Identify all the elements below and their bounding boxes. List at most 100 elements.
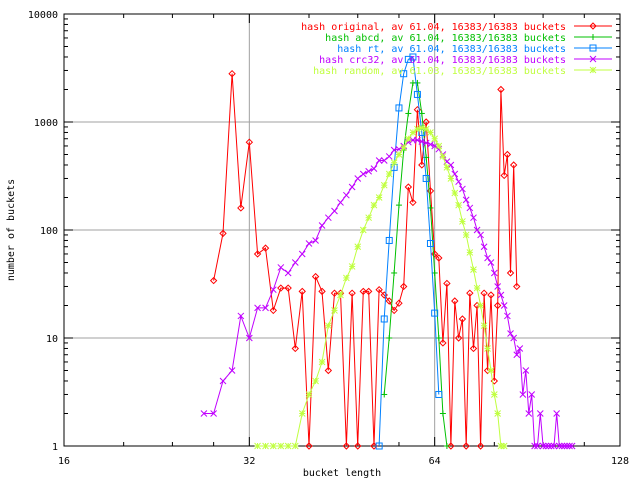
data-point [480,289,488,297]
data-point [545,442,552,450]
data-point [254,304,261,312]
data-point [354,442,362,450]
data-point [324,366,333,375]
data-point [447,175,455,182]
data-point [493,301,502,310]
series-5 [254,124,508,450]
data-point [447,442,455,450]
data-point [470,266,477,273]
data-point [490,269,498,277]
data-point [395,104,403,112]
legend-entry-label: hash abcd, av 61.04, 16383/16383 buckets [325,33,566,44]
data-point [385,297,393,305]
data-point [494,410,502,417]
data-point [324,322,332,330]
data-point [390,159,398,167]
data-point [431,135,439,143]
data-point [312,237,319,244]
data-point [435,390,443,398]
data-point [404,183,413,191]
data-point [451,297,459,305]
data-point [291,344,299,353]
data-point [409,129,417,136]
data-point [253,250,262,258]
data-point [262,442,269,450]
data-point [504,312,511,320]
x-tick-label: 32 [243,456,255,467]
data-point [427,129,434,136]
data-point [497,291,505,299]
data-point [507,330,514,337]
data-point [435,254,443,262]
data-point [348,289,356,297]
data-point [500,171,508,180]
data-point [427,141,434,148]
data-point [337,291,344,299]
data-point [494,283,502,290]
data-point [439,339,447,347]
data-point [462,196,470,204]
data-point [395,299,403,307]
data-point [547,442,555,450]
data-point [566,442,573,450]
data-point [561,442,568,450]
data-point [331,207,338,215]
data-point [470,214,477,222]
data-point [395,202,402,209]
legend-entry-label: hash crc32, av 61.04, 16383/16383 bucket… [319,55,566,66]
data-point [399,282,408,291]
data-point [385,153,393,160]
data-point [466,289,474,297]
data-point [418,138,426,145]
series-line [378,56,440,447]
data-point [426,239,434,247]
data-point [228,367,236,374]
data-point [555,442,563,450]
data-point [219,229,227,238]
data-point [513,282,521,291]
data-point [343,191,350,199]
data-point [522,367,530,374]
data-point [381,391,388,398]
data-point [531,442,538,450]
data-point [550,442,558,450]
axes: 1 10 100 1000 10000 16 32 64 128 [28,10,629,467]
y-tick-label: 10000 [28,10,58,21]
data-point [261,244,270,252]
data-point [414,136,421,144]
data-point [391,269,398,276]
data-point [277,284,285,292]
y-axis-label: number of buckets [6,179,17,281]
data-point [404,135,412,143]
x-tick-label: 128 [611,456,629,467]
data-point [466,249,474,256]
data-point [245,138,254,146]
series [200,53,576,450]
data-point [390,306,398,315]
data-point [435,142,443,150]
data-point [245,334,253,342]
data-point [558,442,566,450]
data-point [477,231,484,239]
data-point [459,185,466,193]
data-point [312,377,319,385]
data-point [439,410,446,417]
x-tick-label: 16 [58,456,70,467]
data-point [209,276,218,285]
data-point [513,351,521,359]
data-point [462,442,470,450]
data-point [380,181,388,189]
data-point [426,187,435,195]
data-point [503,150,512,159]
data-point [422,139,430,147]
data-point [359,287,367,296]
legend-marker [589,44,597,52]
data-point [298,287,306,296]
data-point [487,291,495,299]
data-point [480,322,488,330]
data-point [466,204,474,212]
data-point [284,284,292,292]
data-point [370,165,378,172]
